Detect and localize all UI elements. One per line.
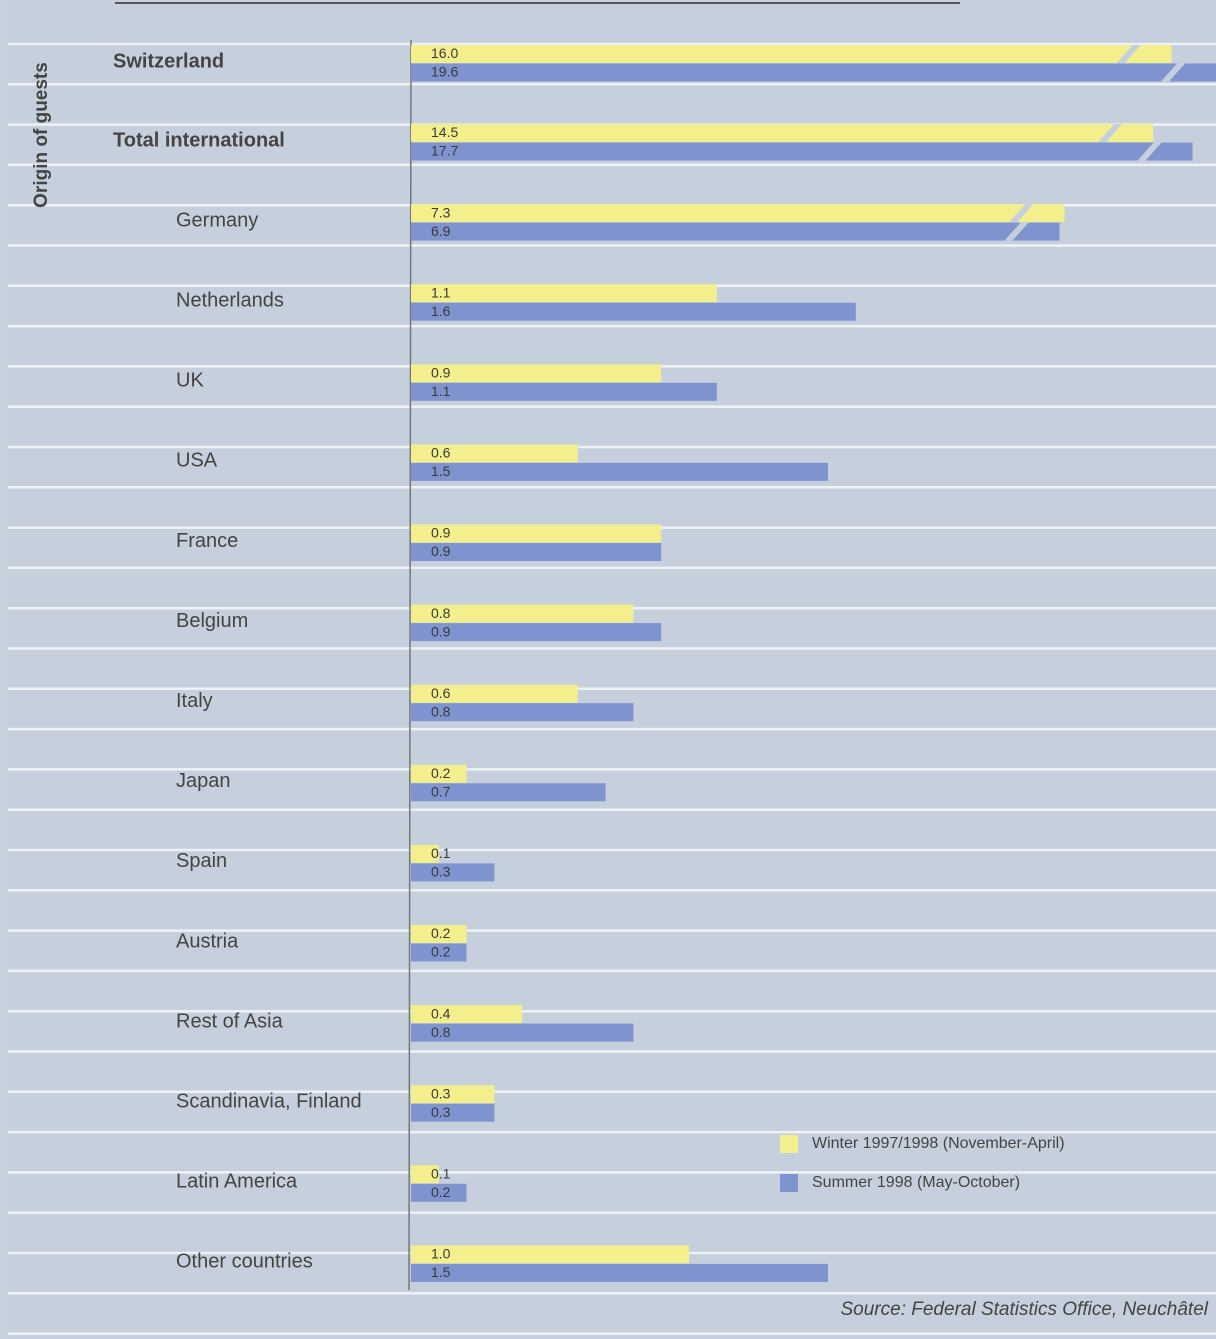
bar bbox=[411, 204, 1065, 223]
value-label: 0.2 bbox=[431, 1184, 451, 1200]
legend-swatch bbox=[780, 1174, 798, 1192]
category-label: Switzerland bbox=[113, 50, 224, 72]
axis-break bbox=[1009, 204, 1034, 223]
value-label: 1.6 bbox=[431, 303, 451, 319]
category-label: Germany bbox=[176, 209, 258, 231]
value-label: 16.0 bbox=[431, 45, 458, 61]
value-label: 0.3 bbox=[431, 864, 451, 880]
legend-swatch bbox=[780, 1135, 798, 1153]
value-label: 7.3 bbox=[431, 204, 451, 220]
bar bbox=[411, 783, 606, 802]
category-label: Belgium bbox=[176, 610, 248, 632]
category-label: Austria bbox=[176, 930, 239, 952]
bar bbox=[411, 222, 1060, 241]
value-label: 1.1 bbox=[431, 383, 451, 399]
axis-break bbox=[1116, 45, 1141, 63]
bar bbox=[411, 604, 634, 623]
bar bbox=[411, 382, 717, 401]
value-label: 1.1 bbox=[431, 284, 451, 300]
value-label: 0.9 bbox=[431, 623, 451, 639]
bar bbox=[411, 45, 1172, 63]
bar bbox=[411, 1245, 689, 1264]
legend-label: Winter 1997/1998 (November-April) bbox=[812, 1135, 1065, 1152]
bar bbox=[411, 1023, 634, 1042]
source: Source: Federal Statistics Office, Neuch… bbox=[841, 1299, 1209, 1320]
bar bbox=[411, 1263, 828, 1282]
legend-label: Summer 1998 (May-October) bbox=[812, 1174, 1020, 1191]
value-label: 14.5 bbox=[431, 124, 458, 140]
bar bbox=[411, 142, 1193, 161]
value-label: 19.6 bbox=[431, 64, 458, 80]
value-label: 0.2 bbox=[431, 944, 451, 960]
value-label: 0.4 bbox=[431, 1005, 451, 1021]
value-label: 1.5 bbox=[431, 1264, 451, 1280]
bar bbox=[411, 364, 662, 383]
category-label: Rest of Asia bbox=[176, 1010, 284, 1032]
bar bbox=[411, 124, 1154, 142]
category-label: USA bbox=[176, 450, 218, 472]
bar bbox=[411, 863, 495, 882]
value-label: 0.8 bbox=[431, 1024, 451, 1040]
category-label: Total international bbox=[113, 129, 285, 151]
axis-break bbox=[1137, 142, 1162, 161]
bar bbox=[411, 623, 662, 642]
bar bbox=[411, 684, 578, 703]
category-label: Latin America bbox=[176, 1171, 298, 1193]
category-label: UK bbox=[176, 370, 204, 392]
value-label: 0.1 bbox=[431, 1166, 451, 1182]
axis-break bbox=[1098, 124, 1123, 142]
bar bbox=[411, 1005, 523, 1024]
value-label: 1.0 bbox=[431, 1246, 451, 1262]
y-axis-label: Origin of guests bbox=[31, 62, 52, 208]
value-label: 1.5 bbox=[431, 463, 451, 479]
category-label: Netherlands bbox=[176, 289, 284, 311]
category-label: Scandinavia, Finland bbox=[176, 1090, 362, 1112]
axis-line bbox=[408, 39, 412, 1291]
bar bbox=[411, 764, 467, 783]
bar bbox=[411, 284, 717, 303]
bar bbox=[411, 444, 578, 463]
bar bbox=[411, 63, 1216, 82]
value-label: 0.8 bbox=[431, 605, 451, 621]
value-label: 0.3 bbox=[431, 1085, 451, 1101]
bar bbox=[411, 1085, 495, 1104]
category-label: France bbox=[176, 530, 238, 552]
value-label: 0.6 bbox=[431, 445, 451, 461]
value-label: 0.2 bbox=[431, 765, 451, 781]
bar bbox=[411, 1103, 495, 1122]
bar bbox=[411, 302, 856, 321]
bar bbox=[411, 462, 828, 481]
axis-break bbox=[1161, 63, 1185, 82]
value-label: 0.2 bbox=[431, 925, 451, 941]
bar bbox=[411, 1183, 467, 1202]
category-label: Spain bbox=[176, 850, 227, 872]
value-label: 17.7 bbox=[431, 143, 458, 159]
bar bbox=[411, 943, 467, 962]
value-label: 0.3 bbox=[431, 1104, 451, 1120]
value-label: 0.6 bbox=[431, 685, 451, 701]
value-label: 0.7 bbox=[431, 784, 451, 800]
bar bbox=[411, 844, 439, 863]
value-label: 0.1 bbox=[431, 845, 451, 861]
bar bbox=[411, 703, 634, 722]
category-label: Italy bbox=[176, 690, 213, 712]
bar bbox=[411, 543, 662, 561]
value-label: 6.9 bbox=[431, 223, 451, 239]
value-label: 0.9 bbox=[431, 543, 451, 559]
value-label: 0.9 bbox=[431, 525, 451, 541]
bar bbox=[411, 524, 662, 543]
axis-break bbox=[1004, 222, 1029, 241]
bar bbox=[411, 1165, 439, 1184]
category-label: Japan bbox=[176, 770, 231, 792]
category-label: Other countries bbox=[176, 1251, 313, 1273]
bar bbox=[411, 925, 467, 943]
value-label: 0.9 bbox=[431, 365, 451, 381]
value-label: 0.8 bbox=[431, 703, 451, 719]
